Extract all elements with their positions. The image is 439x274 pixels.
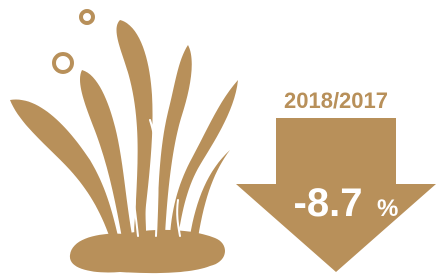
seaweed-illustration	[10, 11, 238, 273]
change-indicator: 2018/2017 -8.7 %	[236, 88, 436, 272]
bubble	[54, 54, 72, 72]
bubble	[81, 11, 93, 23]
change-unit: %	[377, 195, 398, 222]
change-value: -8.7	[294, 181, 363, 225]
page: 2018/2017 -8.7 % (() => { const data = J…	[0, 0, 439, 274]
period-label: 2018/2017	[284, 88, 388, 113]
ground	[70, 230, 225, 273]
infographic: 2018/2017 -8.7 %	[0, 0, 439, 274]
